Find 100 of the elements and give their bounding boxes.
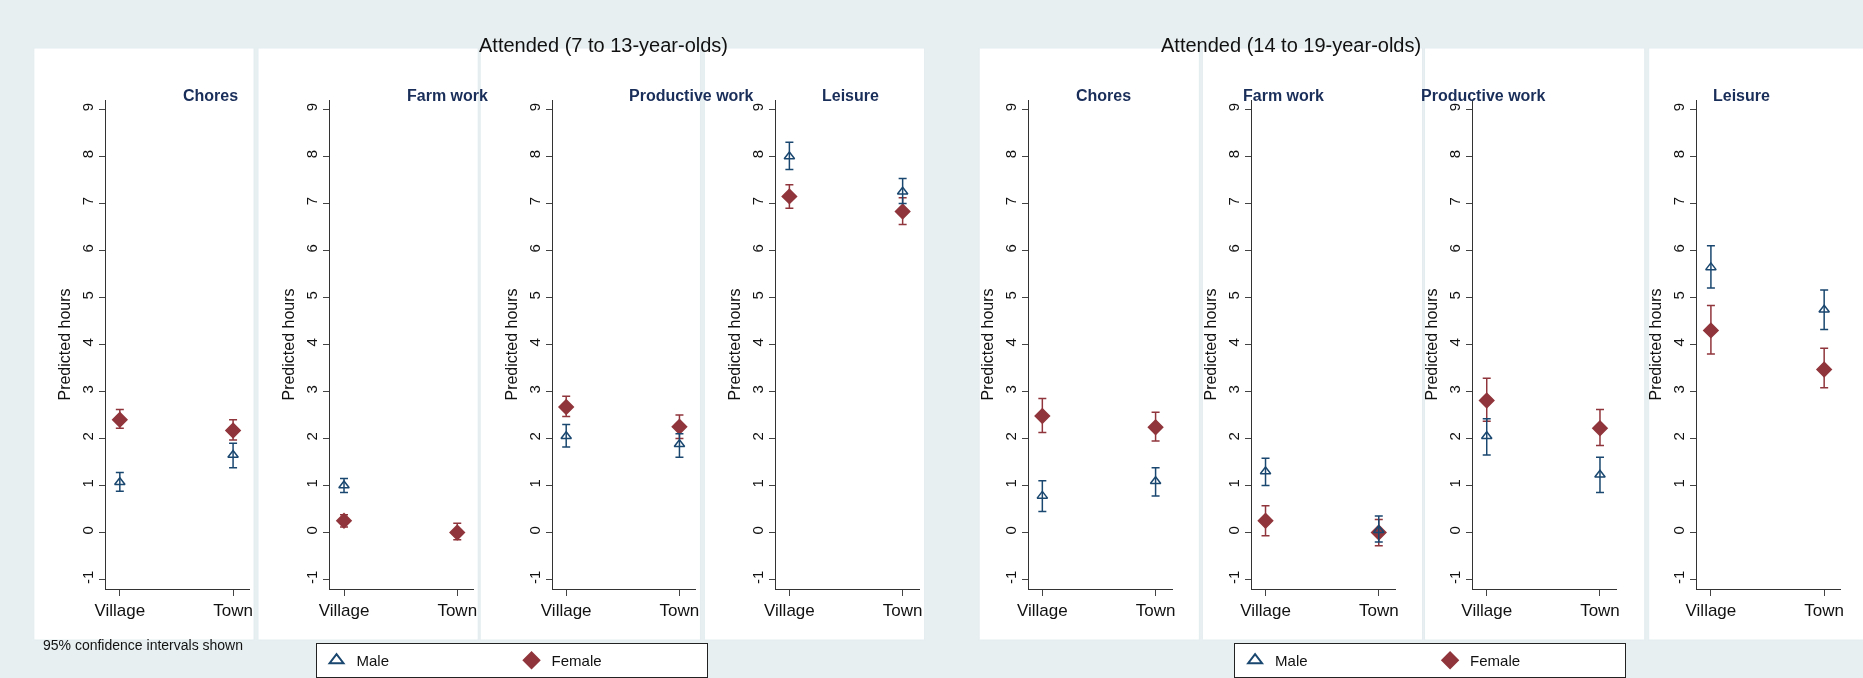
y-tick-label: -1 — [525, 570, 543, 585]
y-tick-label: 7 — [1224, 197, 1242, 206]
x-tick-label: Village — [540, 601, 592, 621]
x-tick-label: Village — [1016, 601, 1068, 621]
y-tick-label: 4 — [1001, 338, 1019, 347]
y-tick-label: 0 — [1001, 526, 1019, 535]
y-tick-label: 5 — [525, 291, 543, 300]
chart-title: Productive work — [629, 87, 754, 104]
y-tick-label: 0 — [748, 526, 766, 535]
y-tick-label: 5 — [1001, 291, 1019, 300]
y-tick-label: 5 — [748, 291, 766, 300]
y-tick-label: 1 — [525, 479, 543, 488]
y-tick-label: 7 — [748, 197, 766, 206]
y-tick-label: 9 — [79, 102, 97, 112]
y-tick-label: 2 — [1001, 432, 1019, 441]
y-tick-label: 8 — [303, 150, 321, 159]
y-tick-label: -1 — [1224, 570, 1242, 585]
y-axis-title: Predicted hours — [1423, 288, 1441, 401]
legend-label: Female — [551, 652, 602, 670]
y-tick-label: 6 — [525, 244, 543, 253]
y-tick-label: 4 — [303, 338, 321, 347]
text: Attended (14 to 19-year-olds) — [1161, 34, 1422, 56]
x-tick-label: Village — [1240, 601, 1291, 621]
chart-title: Farm work — [407, 87, 489, 104]
y-tick-label: 2 — [1224, 432, 1242, 441]
y-tick-label: 4 — [79, 338, 97, 347]
y-tick-label: 3 — [1446, 385, 1464, 394]
y-tick-label: 3 — [748, 385, 766, 394]
chart-title: Chores — [183, 87, 239, 104]
legend-label: Female — [1470, 652, 1521, 670]
y-tick-label: -1 — [1001, 570, 1019, 585]
y-tick-label: -1 — [303, 570, 321, 585]
x-tick-label: Village — [1685, 601, 1737, 621]
y-tick-label: 3 — [525, 385, 543, 394]
y-tick-label: 3 — [1224, 385, 1242, 394]
x-tick-label: Town — [1804, 601, 1844, 621]
chart-title: Farm work — [1243, 87, 1325, 104]
y-axis-title: Predicted hours — [502, 288, 520, 401]
y-tick-label: 1 — [1446, 479, 1464, 488]
y-axis-title: Predicted hours — [978, 288, 996, 401]
y-tick-label: 1 — [748, 479, 766, 488]
y-tick-label: 4 — [525, 338, 543, 347]
y-tick-label: 3 — [79, 385, 97, 394]
x-tick-label: Town — [882, 601, 923, 621]
y-tick-label: 8 — [79, 150, 97, 159]
y-tick-label: 1 — [303, 479, 321, 488]
y-tick-label: 2 — [1670, 432, 1688, 441]
y-tick-label: 5 — [79, 291, 97, 300]
y-tick-label: 8 — [1224, 150, 1242, 159]
y-tick-label: 3 — [303, 385, 321, 394]
y-tick-label: 0 — [1446, 526, 1464, 535]
y-tick-label: 4 — [748, 338, 766, 347]
y-tick-label: 7 — [525, 197, 543, 206]
y-tick-label: 6 — [303, 244, 321, 253]
y-tick-label: 8 — [748, 150, 766, 159]
y-tick-label: 7 — [303, 197, 321, 206]
y-tick-label: 9 — [1446, 102, 1464, 112]
y-tick-label: 8 — [1670, 150, 1688, 159]
y-tick-label: 0 — [79, 526, 97, 535]
y-tick-label: 8 — [1001, 150, 1019, 159]
y-axis-title: Predicted hours — [725, 288, 743, 401]
y-tick-label: 2 — [748, 432, 766, 441]
legend-label: Male — [1275, 652, 1308, 670]
chart-title: Leisure — [822, 87, 880, 104]
y-tick-label: 9 — [525, 102, 543, 112]
x-tick-label: Town — [1135, 601, 1176, 621]
chart-title: Leisure — [1713, 87, 1771, 104]
y-tick-label: 0 — [303, 526, 321, 535]
y-tick-label: 8 — [1446, 150, 1464, 159]
y-tick-label: 9 — [1001, 102, 1019, 112]
y-tick-label: -1 — [1446, 570, 1464, 585]
x-tick-label: Village — [318, 601, 370, 621]
x-tick-label: Town — [1358, 601, 1399, 621]
x-tick-label: Town — [213, 601, 253, 621]
y-tick-label: 9 — [1224, 102, 1242, 112]
x-tick-label: Village — [1461, 601, 1513, 621]
y-tick-label: 6 — [1224, 244, 1242, 253]
y-tick-label: 8 — [525, 150, 543, 159]
y-tick-label: 7 — [1001, 197, 1019, 206]
y-axis-title: Predicted hours — [1201, 288, 1219, 401]
y-tick-label: 4 — [1670, 338, 1688, 347]
text: Attended (7 to 13-year-olds) — [479, 34, 729, 56]
y-tick-label: 5 — [1224, 291, 1242, 300]
y-axis-title: Predicted hours — [280, 288, 298, 401]
y-tick-label: 7 — [1670, 197, 1688, 206]
x-tick-label: Town — [437, 601, 478, 621]
y-tick-label: 5 — [303, 291, 321, 300]
y-tick-label: 1 — [1001, 479, 1019, 488]
x-tick-label: Village — [764, 601, 815, 621]
y-tick-label: -1 — [748, 570, 766, 585]
y-axis-title: Predicted hours — [1647, 288, 1665, 401]
y-tick-label: 6 — [1001, 244, 1019, 253]
y-axis-title: Predicted hours — [56, 288, 74, 401]
x-tick-label: Town — [659, 601, 700, 621]
y-tick-label: 3 — [1001, 385, 1019, 394]
y-tick-label: 4 — [1224, 338, 1242, 347]
y-tick-label: 1 — [79, 479, 97, 488]
y-tick-label: 1 — [1670, 479, 1688, 488]
y-tick-label: 1 — [1224, 479, 1242, 488]
y-tick-label: 6 — [1670, 244, 1688, 253]
